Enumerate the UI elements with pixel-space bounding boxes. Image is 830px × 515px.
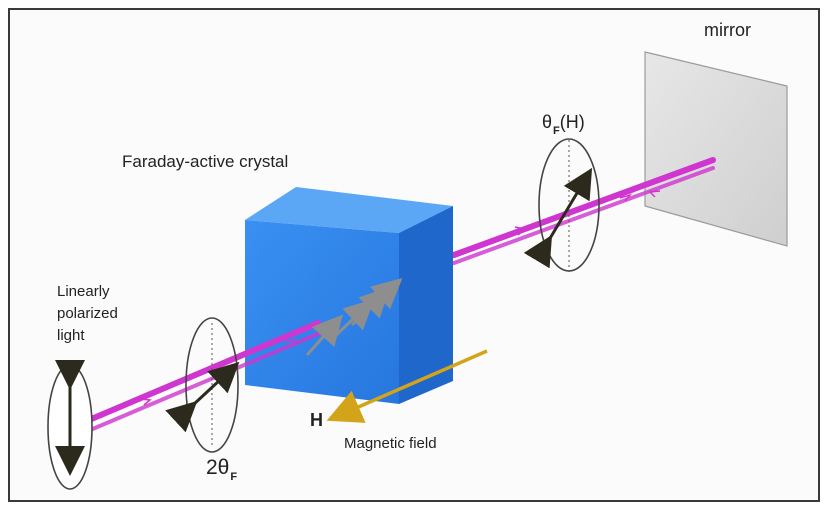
theta-top-prefix: θ (542, 112, 553, 132)
faraday-crystal (245, 187, 453, 404)
output-polarization-ellipse (165, 317, 240, 453)
theta-top-label: θF(H) (542, 112, 585, 137)
reflected-polarization-ellipse (523, 138, 600, 272)
magnetic-field-label: Magnetic field (344, 435, 437, 452)
theta-top-suffix: (H) (559, 112, 585, 132)
field-symbol-label: H (310, 410, 323, 430)
theta-bottom-sub: F (230, 471, 238, 483)
mirror-panel (644, 51, 788, 247)
linear-light-label: Linearly polarized light (57, 283, 118, 344)
mirror-label: mirror (704, 20, 751, 40)
magnetic-field-arrow (326, 349, 488, 423)
crystal-label: Faraday-active crystal (122, 152, 289, 171)
theta-bottom-label: 2θF (206, 456, 238, 483)
theta-top-sub: F (553, 125, 560, 137)
internal-polarization-arrows (305, 278, 403, 356)
beam-return-marker (648, 190, 661, 198)
input-polarization-ellipse (47, 360, 93, 490)
theta-bottom-prefix: 2θ (206, 456, 230, 479)
